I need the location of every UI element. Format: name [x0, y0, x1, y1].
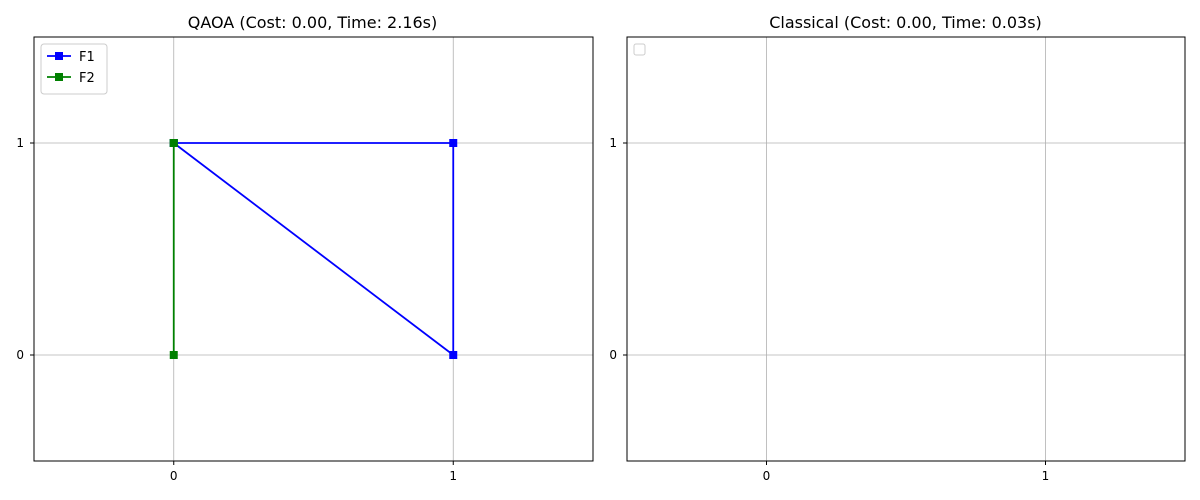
classical-x-tick-label-1: 1 — [1042, 469, 1050, 483]
qaoa-legend-label-f1: F1 — [79, 50, 95, 65]
qaoa-legend-marker-f2 — [55, 73, 63, 81]
classical-chart-title: Classical (Cost: 0.00, Time: 0.03s) — [769, 13, 1042, 32]
qaoa-series-f2-marker-2 — [169, 139, 178, 147]
classical-legend — [633, 43, 646, 56]
qaoa-legend-box — [40, 43, 108, 95]
qaoa-series-line-f1 — [173, 142, 455, 356]
classical-axes-frame — [626, 36, 1186, 462]
classical-legend-box — [633, 43, 646, 56]
qaoa-y-tick-label-0: 0 — [16, 348, 24, 362]
classical-plot-area: 0 1 0 1 — [609, 36, 1186, 483]
qaoa-legend-marker-f1 — [55, 52, 63, 60]
qaoa-axes-frame — [33, 36, 594, 462]
qaoa-legend-label-f2: F2 — [79, 71, 95, 86]
classical-y-tick-label-1: 1 — [609, 136, 617, 150]
qaoa-series-f1-marker-1 — [449, 139, 458, 147]
classical-x-tick-label-0: 0 — [763, 469, 771, 483]
qaoa-series-f1-marker-2 — [449, 351, 458, 359]
classical-y-tick-label-0: 0 — [609, 348, 617, 362]
qaoa-series-f2-marker-1 — [169, 351, 178, 359]
qaoa-y-tick-label-1: 1 — [16, 136, 24, 150]
qaoa-x-tick-label-0: 0 — [170, 469, 178, 483]
classical-panel: Classical (Cost: 0.00, Time: 0.03s) 0 1 0 1 — [609, 13, 1186, 483]
qaoa-x-tick-label-1: 1 — [449, 469, 457, 483]
qaoa-chart-title: QAOA (Cost: 0.00, Time: 2.16s) — [188, 13, 438, 32]
